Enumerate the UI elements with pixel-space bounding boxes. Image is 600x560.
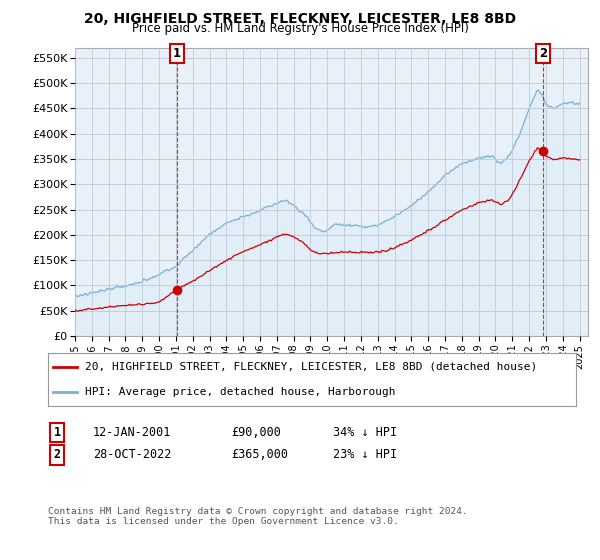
Text: Price paid vs. HM Land Registry's House Price Index (HPI): Price paid vs. HM Land Registry's House … [131, 22, 469, 35]
Text: 1: 1 [173, 47, 181, 60]
Text: 28-OCT-2022: 28-OCT-2022 [93, 448, 172, 461]
Text: 12-JAN-2001: 12-JAN-2001 [93, 426, 172, 439]
Text: 23% ↓ HPI: 23% ↓ HPI [333, 448, 397, 461]
Text: HPI: Average price, detached house, Harborough: HPI: Average price, detached house, Harb… [85, 387, 395, 397]
Text: 2: 2 [53, 448, 61, 461]
Text: Contains HM Land Registry data © Crown copyright and database right 2024.
This d: Contains HM Land Registry data © Crown c… [48, 507, 468, 526]
Text: 2: 2 [539, 47, 547, 60]
Text: 1: 1 [53, 426, 61, 439]
Text: 20, HIGHFIELD STREET, FLECKNEY, LEICESTER, LE8 8BD (detached house): 20, HIGHFIELD STREET, FLECKNEY, LEICESTE… [85, 362, 537, 372]
Text: £90,000: £90,000 [231, 426, 281, 439]
Text: 34% ↓ HPI: 34% ↓ HPI [333, 426, 397, 439]
Text: 20, HIGHFIELD STREET, FLECKNEY, LEICESTER, LE8 8BD: 20, HIGHFIELD STREET, FLECKNEY, LEICESTE… [84, 12, 516, 26]
Text: £365,000: £365,000 [231, 448, 288, 461]
